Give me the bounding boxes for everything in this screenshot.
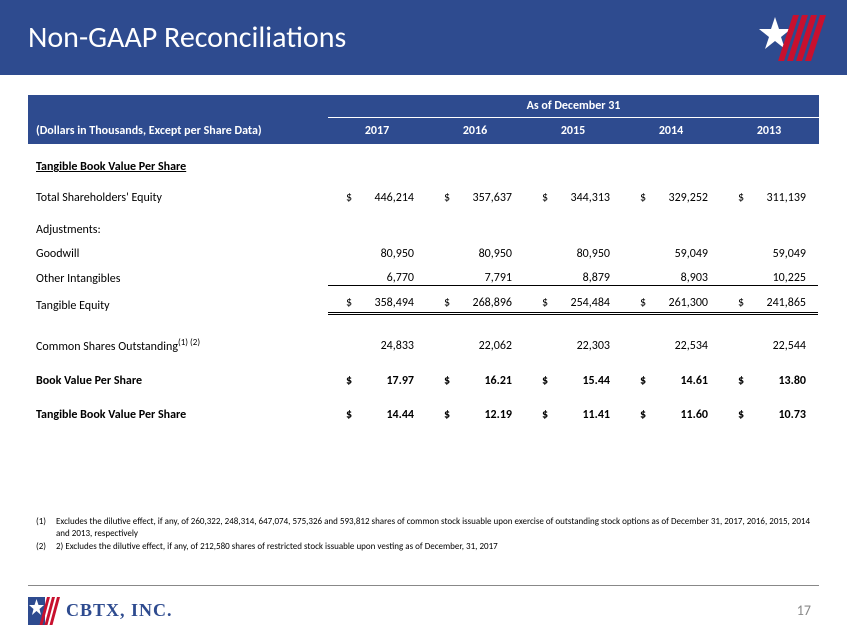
row-common-shares: Common Shares Outstanding(1) (2) 24,833 … <box>28 332 819 359</box>
header-star-logo <box>757 13 827 63</box>
footnote-2: (2) 2) Excludes the dilutive effect, if … <box>28 541 819 553</box>
row-adjustments-label: Adjustments: <box>28 218 819 242</box>
title-bar: Non-GAAP Reconciliations <box>0 0 847 75</box>
page-number: 17 <box>797 602 819 619</box>
label-adjustments: Adjustments: <box>28 223 328 237</box>
content-area: As of December 31 (Dollars in Thousands,… <box>0 75 847 427</box>
footer-company: CBTX, INC. <box>66 600 173 621</box>
year-2017: 2017 <box>328 124 426 138</box>
spanning-header: As of December 31 <box>328 95 819 118</box>
label-common-shares: Common Shares Outstanding(1) (2) <box>28 337 328 354</box>
year-2014: 2014 <box>622 124 720 138</box>
footnote-1: (1) Excludes the dilutive effect, if any… <box>28 516 819 539</box>
row-tbvps: Tangible Book Value Per Share $14.44 $12… <box>28 403 819 427</box>
col-header-label: (Dollars in Thousands, Except per Share … <box>28 124 328 138</box>
label-goodwill: Goodwill <box>28 247 328 261</box>
label-tangible-equity: Tangible Equity <box>28 299 328 313</box>
section-title: Tangible Book Value Per Share <box>28 154 819 180</box>
row-other-intangibles: Other Intangibles 6,770 7,791 8,879 8,90… <box>28 266 819 291</box>
year-2013: 2013 <box>720 124 818 138</box>
footer-logo: CBTX, INC. <box>28 597 173 625</box>
label-bvps: Book Value Per Share <box>28 374 328 388</box>
row-total-equity: Total Shareholders' Equity $446,214 $357… <box>28 186 819 210</box>
year-2016: 2016 <box>426 124 524 138</box>
footer: CBTX, INC. 17 <box>28 585 819 635</box>
label-other-intangibles: Other Intangibles <box>28 272 328 286</box>
year-2015: 2015 <box>524 124 622 138</box>
row-goodwill: Goodwill 80,950 80,950 80,950 59,049 59,… <box>28 242 819 266</box>
row-tangible-equity: Tangible Equity $358,494 $268,896 $254,4… <box>28 291 819 320</box>
table-header: As of December 31 (Dollars in Thousands,… <box>28 95 819 144</box>
slide-title: Non-GAAP Reconciliations <box>28 19 346 56</box>
row-bvps: Book Value Per Share $17.97 $16.21 $15.4… <box>28 369 819 393</box>
label-tbvps: Tangible Book Value Per Share <box>28 408 328 422</box>
label-total-equity: Total Shareholders' Equity <box>28 191 328 205</box>
footnotes: (1) Excludes the dilutive effect, if any… <box>0 516 847 555</box>
